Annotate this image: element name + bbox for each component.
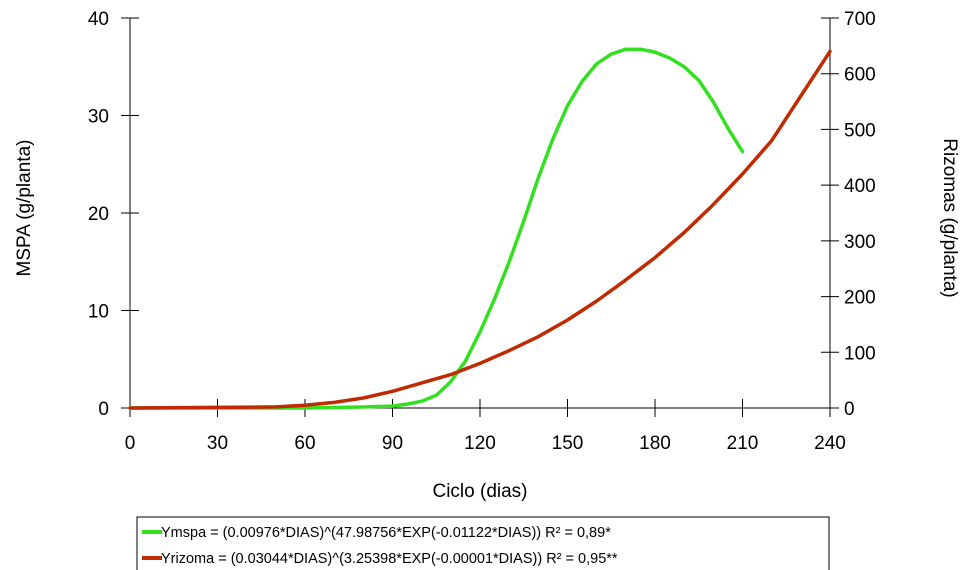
right-y-tick-label: 200 bbox=[844, 288, 876, 309]
labels: 0 30 60 90 120 150 180 210 240010203040010020030… bbox=[14, 9, 960, 502]
right-y-tick-label: 100 bbox=[844, 343, 876, 364]
right-y-tick-label: 600 bbox=[844, 65, 876, 86]
left-y-axis-title: MSPA (g/planta) bbox=[14, 140, 35, 277]
left-y-tick-label: 20 bbox=[88, 204, 109, 225]
x-tick-label: 0 bbox=[125, 433, 136, 454]
axes bbox=[121, 17, 839, 417]
left-y-tick-label: 0 bbox=[98, 399, 109, 420]
x-tick-label: 210 bbox=[727, 433, 759, 454]
x-tick-label: 60 bbox=[294, 433, 315, 454]
series-line-rizoma bbox=[128, 49, 832, 410]
x-tick-label: 180 bbox=[639, 433, 671, 454]
x-tick-label: 90 bbox=[382, 433, 403, 454]
x-axis-title: Ciclo (dias) bbox=[432, 481, 527, 502]
legend-entry: Yrizoma = (0.03044*DIAS)^(3.25398*EXP(-0… bbox=[161, 551, 618, 567]
right-y-axis-title: Rizomas (g/planta) bbox=[939, 138, 960, 297]
right-y-tick-label: 500 bbox=[844, 120, 876, 141]
x-tick-label: 240 bbox=[814, 433, 846, 454]
left-y-tick-label: 10 bbox=[88, 302, 109, 323]
left-y-tick-label: 30 bbox=[88, 107, 109, 128]
legend: Ymspa = (0.00976*DIAS)^(47.98756*EXP(-0.… bbox=[136, 516, 830, 570]
series-line-mspa bbox=[128, 47, 745, 410]
right-y-tick-label: 700 bbox=[844, 9, 876, 30]
series-layer bbox=[128, 47, 832, 410]
right-y-tick-label: 400 bbox=[844, 176, 876, 197]
left-y-tick-label: 40 bbox=[88, 9, 109, 30]
legend-box bbox=[136, 516, 830, 570]
legend-entry: Ymspa = (0.00976*DIAS)^(47.98756*EXP(-0.… bbox=[161, 525, 611, 541]
right-y-tick-label: 300 bbox=[844, 232, 876, 253]
x-tick-label: 150 bbox=[552, 433, 584, 454]
x-tick-label: 120 bbox=[464, 433, 496, 454]
right-y-tick-label: 0 bbox=[844, 399, 855, 420]
x-tick-label: 30 bbox=[207, 433, 228, 454]
